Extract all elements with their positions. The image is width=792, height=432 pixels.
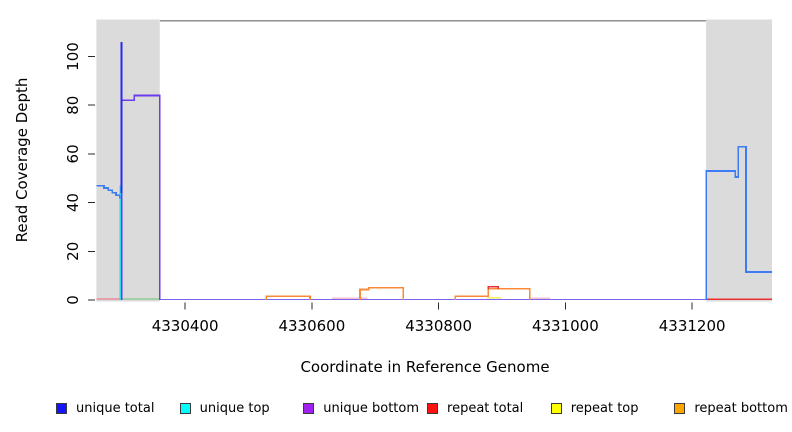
x-tick-label: 4330800: [405, 317, 472, 335]
x-tick-label: 4330400: [152, 317, 219, 335]
legend-label: unique top: [199, 400, 270, 416]
x-tick-label: 4331200: [659, 317, 726, 335]
repeat-total-blip: [487, 286, 499, 289]
y-tick-label: 0: [64, 295, 82, 305]
legend-label: unique bottom: [323, 400, 420, 416]
y-tick-label: 40: [64, 193, 82, 212]
legend-label: repeat total: [447, 400, 524, 416]
legend-item-repeat-total: repeat total: [419, 401, 543, 416]
y-tick-label: 20: [64, 242, 82, 261]
y-tick-label: 100: [64, 42, 82, 71]
x-tick-label: 4330600: [278, 317, 345, 335]
y-tick-label: 60: [64, 144, 82, 163]
unique-total-right: [705, 145, 772, 300]
x-tick-label: 4331000: [532, 317, 599, 335]
legend-item-unique-bottom: unique bottom: [295, 401, 419, 416]
legend-swatch-icon: [56, 402, 67, 414]
legend: unique total unique top unique bottom repea…: [48, 398, 790, 418]
y-axis-title: Read Coverage Depth: [13, 77, 31, 243]
unique-total-steps-left: [96, 184, 122, 199]
legend-label: repeat top: [570, 400, 639, 416]
legend-swatch-icon: [179, 402, 191, 414]
y-tick-label: 80: [64, 96, 82, 115]
legend-item-repeat-bottom: repeat bottom: [666, 401, 790, 416]
legend-swatch-icon: [427, 402, 439, 414]
legend-swatch-icon: [303, 402, 315, 414]
repeat-bottom-bump-1: [265, 295, 311, 300]
repeat-bottom-bump-3: [454, 287, 531, 300]
legend-label: unique total: [76, 400, 155, 416]
legend-swatch-icon: [674, 402, 686, 414]
repeat-bottom-bump-2: [359, 286, 404, 300]
x-axis-title: Coordinate in Reference Genome: [300, 358, 550, 376]
legend-item-unique-total: unique total: [48, 401, 172, 416]
legend-item-unique-top: unique top: [172, 401, 296, 416]
masked-region-left: [96, 19, 160, 302]
legend-item-repeat-top: repeat top: [543, 401, 667, 416]
legend-swatch-icon: [550, 402, 562, 414]
legend-label: repeat bottom: [694, 400, 788, 416]
